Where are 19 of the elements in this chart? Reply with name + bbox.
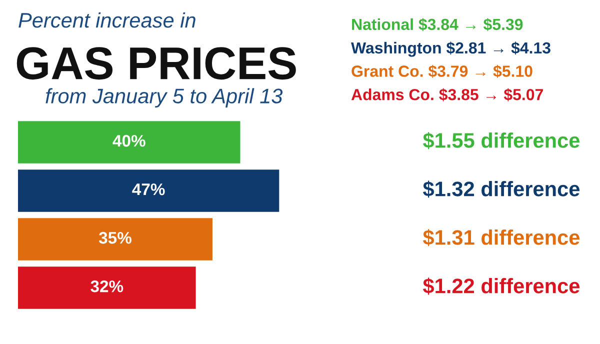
- data-label: 35%: [98, 232, 132, 244]
- text: Washington $2.81 → $4.13: [351, 42, 550, 57]
- bar: [18, 121, 240, 164]
- text: $1.22 difference: [422, 278, 580, 295]
- chart-subtitle: from January 5 to April 13: [46, 88, 283, 108]
- data-label: 47%: [132, 183, 165, 196]
- data-label: 40%: [112, 134, 146, 147]
- data-label: 32%: [90, 280, 124, 292]
- text: Adams Co. $3.85 → $5.07: [351, 88, 543, 102]
- bar: [18, 266, 196, 309]
- bar: [18, 218, 212, 260]
- text: Grant Co. $3.79 → $5.10: [352, 64, 532, 78]
- text: $1.31 difference: [422, 229, 580, 246]
- text: $1.32 difference: [422, 180, 580, 198]
- text: Percent increase in: [18, 12, 196, 28]
- chart-title: GAS PRICES: [16, 47, 296, 80]
- bar: [18, 170, 280, 212]
- text: $1.55 difference: [422, 132, 580, 150]
- text: National $3.84 → $5.39: [352, 18, 523, 32]
